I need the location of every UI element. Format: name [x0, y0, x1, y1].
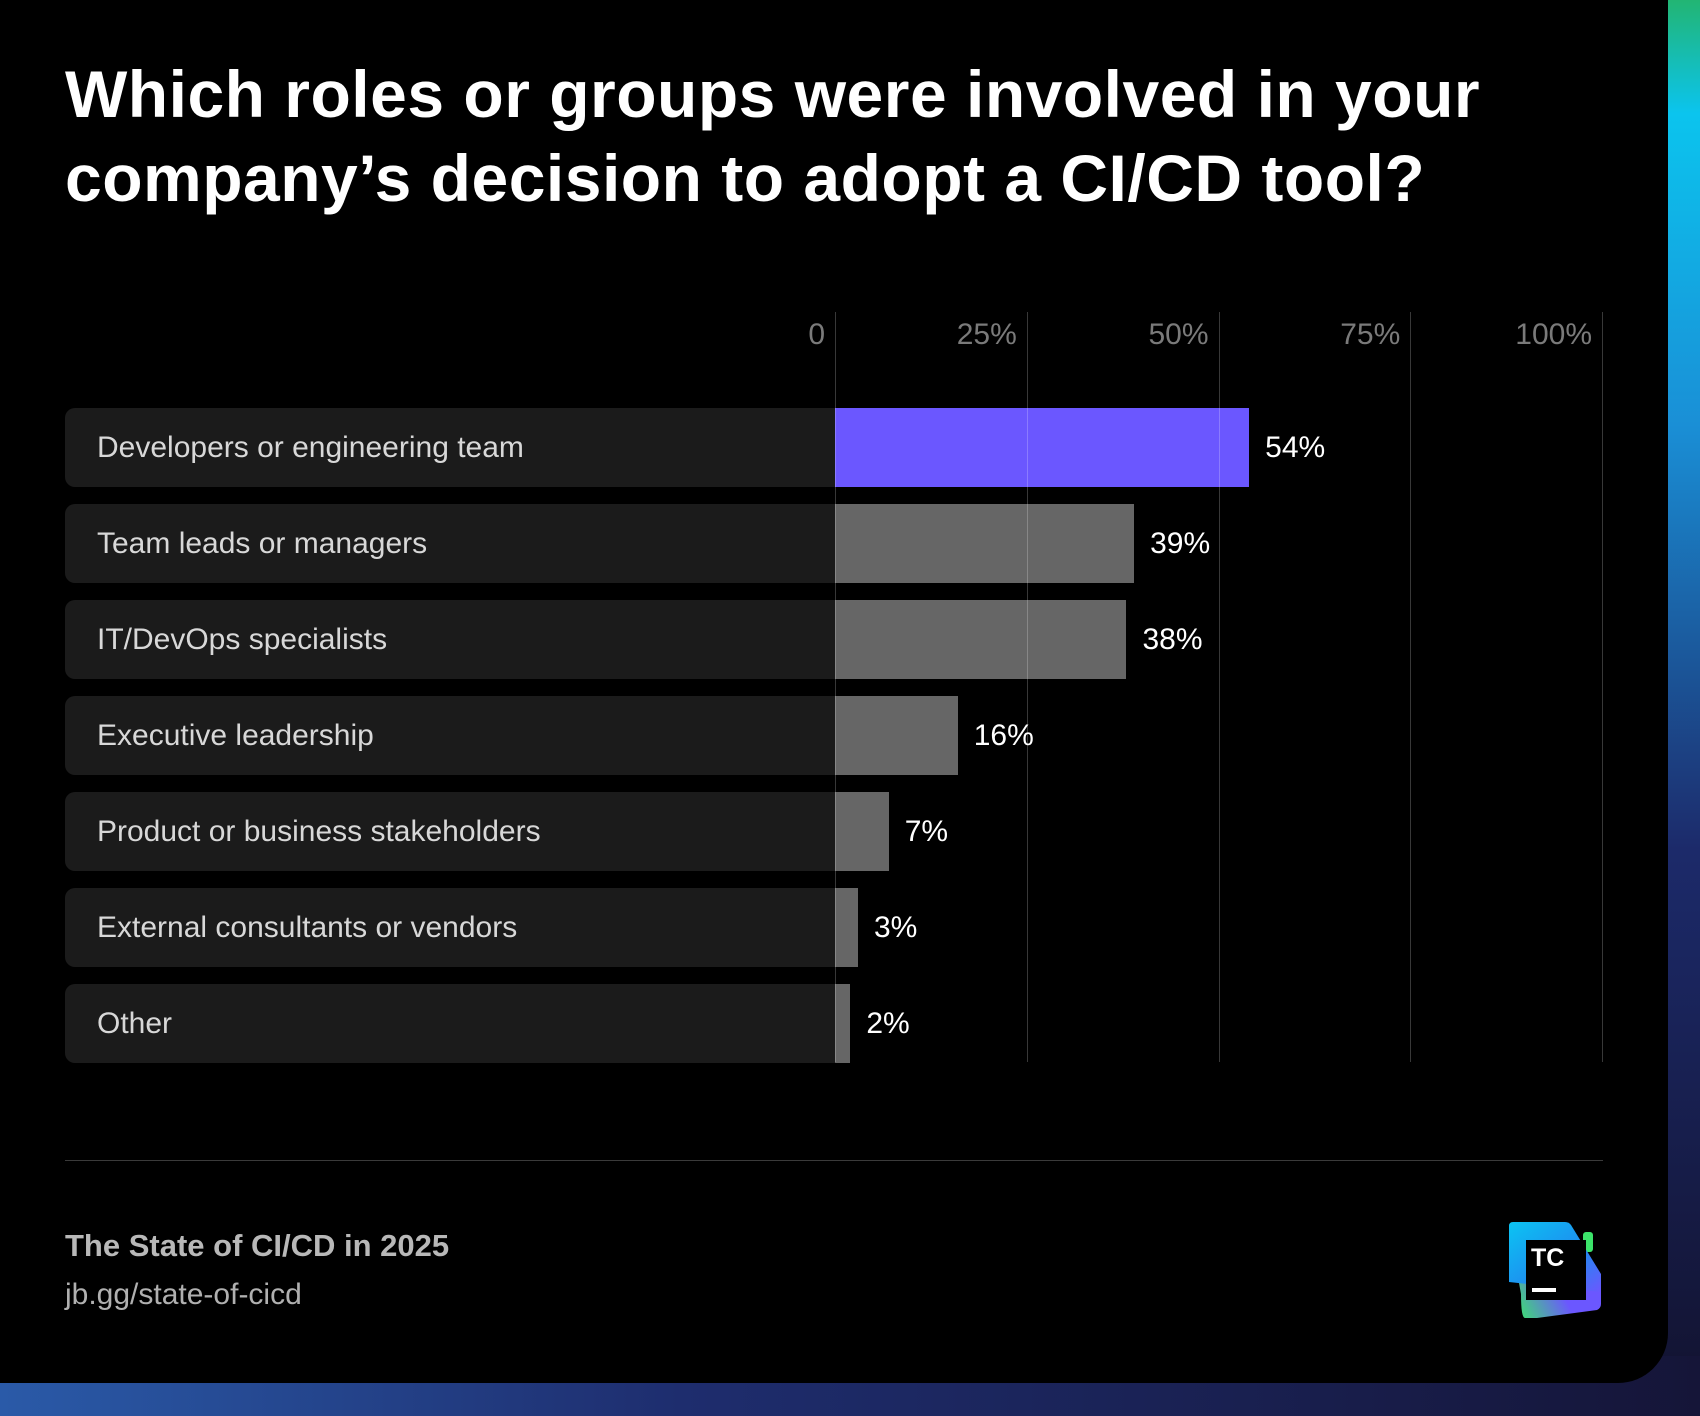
- category-row: Product or business stakeholders: [65, 792, 835, 871]
- category-label: Team leads or managers: [97, 527, 428, 560]
- category-label: IT/DevOps specialists: [97, 623, 388, 656]
- category-row: Other: [65, 984, 835, 1063]
- chart-title: Which roles or groups were involved in y…: [65, 57, 1481, 215]
- chart-card: Which roles or groups were involved in y…: [0, 0, 1668, 1383]
- value-label: 38%: [1142, 623, 1203, 656]
- category-row: Executive leadership: [65, 696, 835, 775]
- gridline-0: [835, 312, 836, 1062]
- bar: [835, 984, 851, 1063]
- x-tick-label: 100%: [1515, 318, 1592, 351]
- category-label: Executive leadership: [97, 719, 374, 752]
- category-label: External consultants or vendors: [97, 911, 518, 944]
- bar: [835, 600, 1127, 679]
- divider: [65, 1160, 1603, 1161]
- x-tick-label: 25%: [956, 318, 1017, 351]
- value-label: 39%: [1150, 527, 1211, 560]
- teamcity-logo-icon: TC: [1509, 1222, 1601, 1318]
- bar: [835, 696, 958, 775]
- gridline-100: [1602, 312, 1603, 1062]
- source-url[interactable]: jb.gg/state-of-cicd: [65, 1278, 302, 1311]
- bar: [835, 408, 1250, 487]
- x-tick-label: 50%: [1148, 318, 1209, 351]
- gridline-50: [1218, 312, 1220, 1062]
- category-row: External consultants or vendors: [65, 888, 835, 967]
- value-label: 16%: [973, 719, 1034, 752]
- category-row: IT/DevOps specialists: [65, 600, 835, 679]
- category-row: Team leads or managers: [65, 504, 835, 583]
- bar: [835, 504, 1135, 583]
- value-label: 3%: [874, 911, 918, 944]
- source-title: The State of CI/CD in 2025: [65, 1228, 450, 1263]
- bar: [835, 888, 858, 967]
- svg-text:TC: TC: [1531, 1244, 1564, 1272]
- value-label: 2%: [866, 1007, 910, 1040]
- gridline-75: [1410, 312, 1412, 1062]
- category-row: Developers or engineering team: [65, 408, 835, 487]
- category-label: Developers or engineering team: [97, 431, 524, 464]
- category-label: Product or business stakeholders: [97, 815, 541, 848]
- x-tick-label: 75%: [1340, 318, 1401, 351]
- category-label: Other: [97, 1007, 173, 1040]
- x-tick-label: 0: [808, 318, 825, 351]
- value-label: 54%: [1265, 431, 1326, 464]
- gridline-25: [1026, 312, 1028, 1062]
- value-label: 7%: [904, 815, 949, 848]
- bar: [835, 792, 889, 871]
